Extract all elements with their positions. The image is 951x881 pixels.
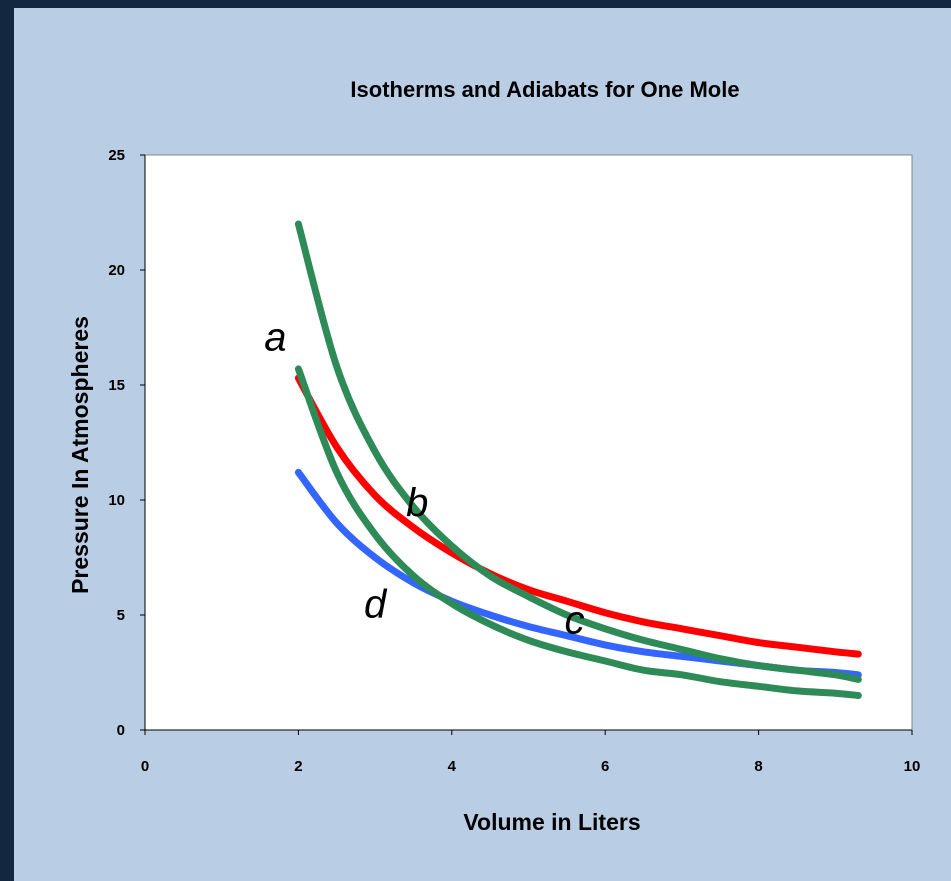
chart: Isotherms and Adiabats for One Mole 0 2 4 6… (67, 77, 920, 835)
chart-title: Isotherms and Adiabats for One Mole (350, 77, 739, 102)
series-line-3 (294, 220, 862, 683)
y-tick-label: 10 (108, 492, 125, 509)
y-tick-label: 0 (117, 722, 125, 739)
x-tick-label: 2 (294, 758, 302, 775)
x-tick-label: 0 (141, 758, 149, 775)
x-tick-label: 10 (904, 758, 921, 775)
x-tick-label: 4 (448, 758, 457, 775)
point-label-c: c (565, 598, 585, 642)
series-layer (294, 220, 862, 699)
y-tick-label: 5 (117, 607, 125, 624)
chart-panel: Isotherms and Adiabats for One Mole 0 2 4 6… (14, 8, 951, 881)
y-tick-label: 15 (108, 377, 125, 394)
x-tick-label: 6 (601, 758, 609, 775)
point-label-b: b (406, 481, 428, 525)
series-line-4 (294, 365, 862, 699)
axes: 0 2 4 6 8 10 0 5 10 15 20 25 (108, 147, 920, 775)
series-line-1 (294, 374, 862, 658)
x-tick-label: 8 (754, 758, 762, 775)
y-axis-title: Pressure In Atmospheres (67, 316, 93, 594)
annotation-layer: a b c d (264, 316, 584, 643)
point-label-a: a (264, 316, 286, 360)
y-tick-label: 20 (108, 262, 125, 279)
y-tick-label: 25 (108, 147, 125, 164)
plot-area (144, 154, 913, 731)
point-label-d: d (364, 582, 388, 626)
x-axis-title: Volume in Liters (463, 809, 640, 835)
